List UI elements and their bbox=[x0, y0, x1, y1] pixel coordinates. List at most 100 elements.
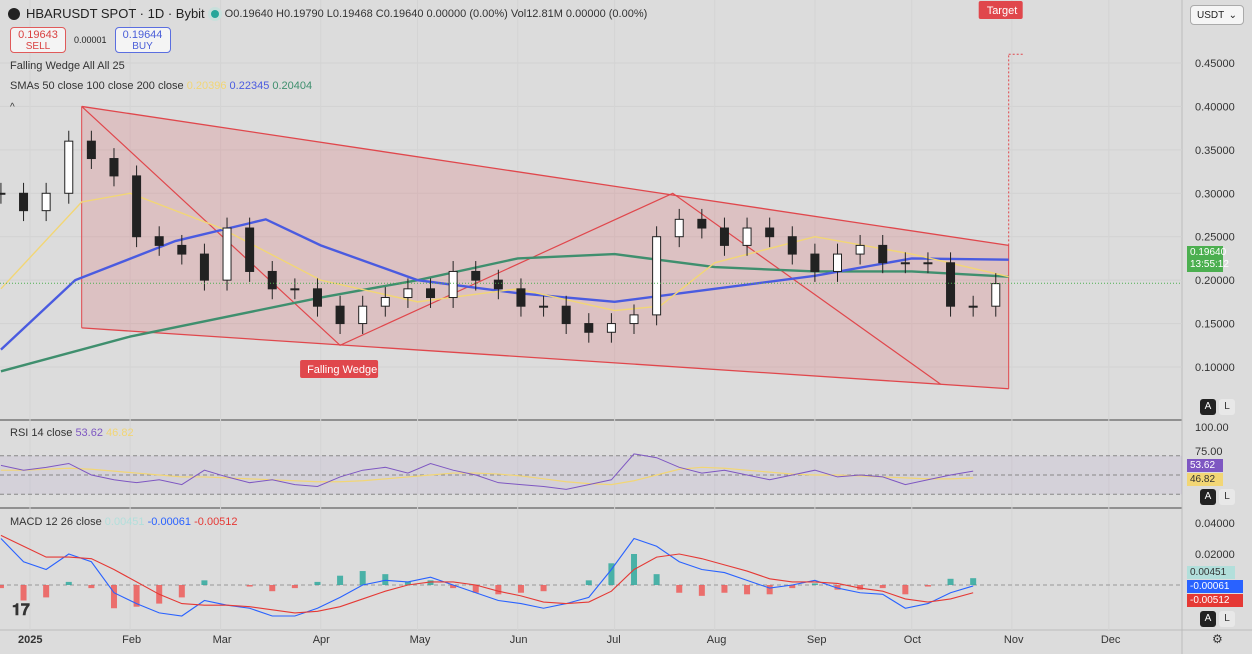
symbol-header: HBARUSDT SPOT · 1D · Bybit O0.19640 H0.1… bbox=[8, 6, 647, 21]
candle-body bbox=[855, 244, 865, 255]
candle-body bbox=[358, 305, 368, 325]
rsi-line bbox=[0, 453, 974, 490]
time-tick: Sep bbox=[807, 634, 827, 646]
sma-indicator-legend[interactable]: SMAs 50 close 100 close 200 close 0.2039… bbox=[10, 80, 312, 92]
candle bbox=[674, 208, 684, 248]
candle-body bbox=[267, 270, 277, 290]
candle bbox=[742, 217, 752, 256]
rsi-tick: 100.00 bbox=[1195, 422, 1229, 434]
candle-body bbox=[946, 262, 956, 307]
chevron-down-icon: ⌄ bbox=[1228, 10, 1237, 21]
price-tick: 0.15000 bbox=[1195, 319, 1235, 331]
sell-button[interactable]: 0.19643 SELL bbox=[10, 27, 66, 53]
collapse-legend-icon[interactable]: ^ bbox=[10, 102, 15, 113]
candle-body bbox=[652, 236, 662, 316]
candle-body bbox=[991, 283, 1001, 307]
macd-legend[interactable]: MACD 12 26 close 0.00451 -0.00061 -0.005… bbox=[10, 516, 238, 528]
wedge-label: Falling Wedge bbox=[307, 364, 377, 376]
candle-body bbox=[290, 288, 300, 291]
candle-body bbox=[426, 288, 436, 299]
settings-gear-icon[interactable]: ⚙ bbox=[1212, 632, 1223, 646]
macd-hist-bar bbox=[269, 585, 276, 592]
candle bbox=[358, 295, 368, 334]
macd-hist-bar bbox=[20, 585, 27, 601]
macd-hist-bar bbox=[834, 585, 841, 590]
macd-hist-value: 0.00451 bbox=[104, 516, 145, 528]
candle bbox=[86, 130, 96, 169]
macd-signal-value: -0.00512 bbox=[194, 516, 238, 528]
macd-log-scale-button[interactable]: L bbox=[1219, 611, 1235, 627]
auto-scale-button[interactable]: A bbox=[1200, 399, 1216, 415]
rsi-tick: 75.00 bbox=[1195, 446, 1223, 458]
macd-hist-bar bbox=[495, 585, 502, 595]
rsi-log-scale-button[interactable]: L bbox=[1219, 489, 1235, 505]
macd-hist-bar bbox=[721, 585, 728, 593]
time-tick: Nov bbox=[1004, 634, 1024, 646]
last-price-tag: 0.19640 13:55:12 bbox=[1187, 246, 1229, 272]
candle-body bbox=[719, 227, 729, 246]
macd-hist-bar bbox=[178, 585, 185, 598]
candle bbox=[290, 278, 300, 300]
sma100-value: 0.22345 bbox=[229, 80, 270, 92]
candle-body bbox=[833, 253, 842, 272]
macd-hist-bar bbox=[427, 580, 434, 585]
symbol-title[interactable]: HBARUSDT SPOT · 1D · Bybit bbox=[26, 6, 205, 21]
candle bbox=[968, 295, 978, 317]
macd-hist-bar bbox=[970, 578, 977, 585]
candle-body bbox=[109, 158, 119, 177]
time-tick: Jun bbox=[510, 634, 528, 646]
candle bbox=[199, 243, 209, 291]
candle bbox=[561, 295, 571, 334]
macd-line bbox=[0, 537, 974, 617]
macd-auto-scale-button[interactable]: A bbox=[1200, 611, 1216, 627]
candle bbox=[697, 208, 707, 239]
candle bbox=[177, 234, 187, 265]
sma200-line bbox=[0, 252, 1009, 373]
macd-hist-bar bbox=[314, 581, 321, 585]
buy-label: BUY bbox=[132, 41, 153, 52]
macd-hist-bar bbox=[811, 583, 818, 585]
candle-body bbox=[561, 305, 571, 325]
candle-body bbox=[312, 288, 322, 307]
spread: 0.00001 bbox=[74, 35, 107, 45]
wedge-indicator-label[interactable]: Falling Wedge All All 25 bbox=[10, 60, 125, 72]
macd-hist-bar bbox=[540, 585, 547, 592]
wedge-fill bbox=[81, 106, 1009, 389]
last-price: 0.19640 bbox=[1190, 247, 1227, 258]
sma100-line bbox=[0, 218, 1009, 351]
candle bbox=[855, 234, 865, 265]
macd-signal-tag: -0.00512 bbox=[1187, 594, 1243, 607]
macd-hist-bar bbox=[517, 585, 524, 593]
macd-tick: 0.04000 bbox=[1195, 518, 1235, 530]
countdown: 13:55:12 bbox=[1190, 259, 1229, 270]
candle-body bbox=[584, 323, 594, 333]
target-label-bg bbox=[978, 1, 1023, 19]
rsi-legend[interactable]: RSI 14 close 53.62 46.82 bbox=[10, 427, 134, 439]
trade-panel: 0.19643 SELL 0.00001 0.19644 BUY bbox=[10, 27, 171, 53]
currency-select[interactable]: USDT ⌄ bbox=[1190, 5, 1244, 25]
macd-hist-bar bbox=[766, 585, 773, 595]
rsi-auto-scale-button[interactable]: A bbox=[1200, 489, 1216, 505]
candle bbox=[109, 148, 119, 187]
candle bbox=[335, 295, 345, 334]
candle bbox=[923, 252, 933, 274]
candle bbox=[900, 252, 910, 274]
candle bbox=[652, 226, 662, 326]
candle-body bbox=[493, 279, 503, 290]
candle bbox=[403, 278, 413, 308]
rsi-value: 53.62 bbox=[75, 427, 103, 439]
candle-body bbox=[177, 244, 187, 255]
candle bbox=[426, 278, 436, 308]
macd-hist-bar bbox=[608, 563, 615, 585]
sell-label: SELL bbox=[25, 41, 51, 52]
macd-hist-bar bbox=[404, 581, 411, 585]
candle-body bbox=[86, 140, 96, 160]
candle bbox=[493, 269, 503, 300]
log-scale-button[interactable]: L bbox=[1219, 399, 1235, 415]
buy-button[interactable]: 0.19644 BUY bbox=[114, 27, 171, 53]
price-tick: 0.20000 bbox=[1195, 275, 1235, 287]
candle-body bbox=[765, 227, 775, 238]
candle-body bbox=[742, 227, 752, 246]
macd-hist-bar bbox=[789, 585, 796, 589]
